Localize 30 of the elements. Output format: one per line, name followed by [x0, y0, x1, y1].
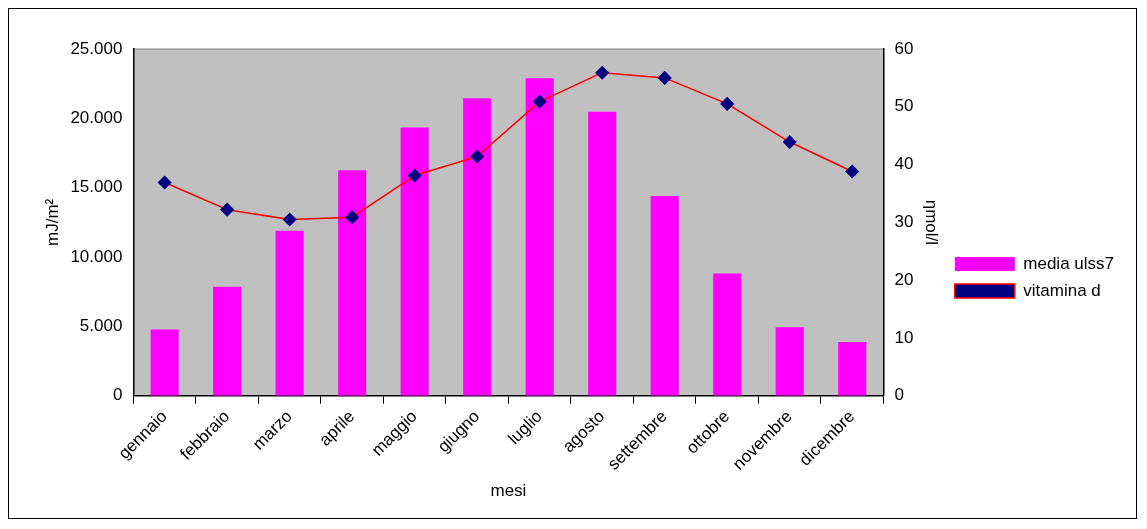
y-tick-label: 0	[112, 385, 123, 405]
bar	[525, 78, 554, 396]
y-tick-label: 5.000	[79, 316, 123, 336]
y2-tick-label: 60	[894, 38, 914, 58]
bar	[150, 329, 179, 396]
bar	[650, 196, 679, 396]
legend-label: media ulss7	[1023, 253, 1115, 273]
y2-tick-label: 40	[894, 154, 914, 174]
bar	[775, 327, 804, 396]
bar	[400, 127, 429, 396]
bar	[838, 341, 867, 396]
y2-axis-title: ηmol/l	[921, 199, 941, 246]
legend-label: vitamina d	[1023, 280, 1101, 300]
y-axis-title: mJ/m²	[42, 198, 62, 246]
bar	[588, 111, 617, 396]
y2-tick-label: 50	[894, 96, 914, 116]
y2-tick-label: 10	[894, 327, 914, 347]
bar	[463, 98, 492, 396]
x-axis-title: mesi	[490, 481, 527, 501]
y-tick-label: 25.000	[70, 38, 123, 58]
y-tick-label: 10.000	[70, 246, 123, 266]
y-tick-label: 15.000	[70, 177, 123, 197]
y2-tick-label: 0	[894, 385, 904, 405]
y-tick-label: 20.000	[70, 108, 123, 128]
y2-tick-label: 30	[894, 212, 914, 232]
bar	[338, 170, 367, 396]
bar	[213, 286, 242, 396]
y2-tick-label: 20	[894, 269, 914, 289]
bar	[275, 230, 304, 396]
bar	[713, 273, 742, 396]
